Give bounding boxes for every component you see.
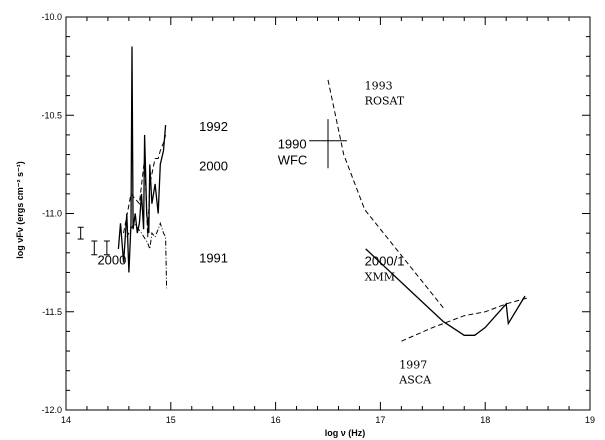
annotation-label: XMM <box>365 270 395 283</box>
series-layer <box>117 46 528 342</box>
x-tick-label: 19 <box>585 415 595 425</box>
error-bar-layer <box>77 119 347 256</box>
y-tick-label: -10.5 <box>41 110 62 120</box>
x-tick-label: 15 <box>166 415 176 425</box>
annotation-label: 1991 <box>199 251 228 266</box>
series-line-2 <box>123 134 167 238</box>
y-tick-label: -11.5 <box>42 307 62 317</box>
plot-frame <box>65 16 591 411</box>
series-line-4 <box>327 79 444 309</box>
annotation-label: ROSAT <box>365 94 405 107</box>
y-tick-label: -12.0 <box>41 405 62 415</box>
annotation-label: 2000 <box>97 253 126 268</box>
y-tick-label: -10.0 <box>41 12 62 22</box>
annotation-label: 1990 <box>278 137 307 152</box>
axes-layer: 14 15 16 17 18 19 -12.0 -11.5 -11.0 -10.5 -10.0 <box>41 12 595 425</box>
annotation-label: 1993 <box>365 80 393 93</box>
annotation-label: 2000 <box>199 158 228 173</box>
annotation-label: ASCA <box>398 373 432 386</box>
annotation-label: WFC <box>278 152 308 167</box>
series-line-5 <box>365 248 526 336</box>
series-line-6 <box>401 297 528 342</box>
series-line-3 <box>126 221 168 289</box>
y-tick-label: -11.0 <box>42 209 62 219</box>
x-tick-label: 16 <box>271 415 281 425</box>
x-tick-label: 17 <box>375 415 385 425</box>
annotation-label: 1997 <box>399 359 427 372</box>
annotation-label: 1992 <box>199 119 228 134</box>
x-tick-label: 18 <box>480 415 490 425</box>
x-tick-label: 14 <box>61 415 71 425</box>
y-axis-title: log νFν (ergs cm⁻² s⁻¹) <box>15 161 25 259</box>
annotation-label: 2000/1 <box>365 254 405 269</box>
x-axis-title: log ν (Hz) <box>325 428 366 438</box>
series-line-1 <box>117 46 167 273</box>
